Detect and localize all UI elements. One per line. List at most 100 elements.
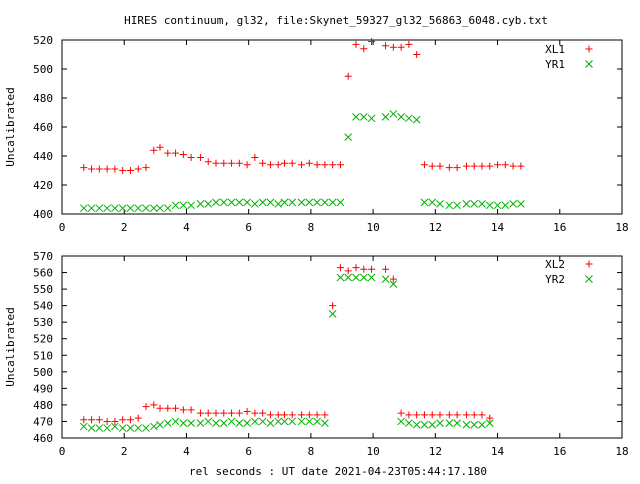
data-point (266, 411, 274, 419)
data-point (150, 401, 158, 409)
data-point (220, 159, 228, 167)
data-point (389, 280, 398, 288)
data-point (149, 422, 158, 431)
data-point (486, 162, 494, 170)
data-point (328, 198, 337, 207)
data-point (288, 159, 296, 167)
data-point (80, 416, 88, 424)
data-point (103, 417, 111, 425)
data-point (280, 159, 288, 167)
data-point (298, 161, 306, 169)
x-tick-label: 8 (308, 221, 315, 234)
x-tick-label: 4 (183, 445, 190, 458)
data-point (103, 165, 111, 173)
data-point (428, 420, 437, 429)
data-point (453, 419, 461, 427)
data-point (95, 165, 103, 173)
data-point (352, 273, 360, 282)
data-point (156, 404, 164, 412)
data-point (305, 411, 313, 419)
data-point (305, 198, 314, 207)
data-point (212, 159, 220, 167)
data-point (219, 419, 228, 427)
x-tick-label: 14 (491, 445, 505, 458)
data-point (134, 165, 142, 173)
data-point (288, 411, 296, 419)
data-point (517, 199, 525, 208)
y-tick-label: 480 (33, 399, 53, 412)
data-point (336, 198, 345, 207)
data-point (156, 420, 164, 429)
data-point (509, 199, 517, 208)
data-point (95, 204, 104, 213)
data-point (87, 204, 96, 213)
data-point (336, 273, 345, 282)
data-point (274, 417, 283, 426)
data-point (478, 162, 486, 170)
data-point (280, 417, 289, 426)
data-point (227, 198, 236, 207)
data-point (103, 424, 111, 432)
data-point (405, 419, 413, 427)
data-point (313, 417, 321, 426)
data-point (164, 149, 172, 157)
data-point (142, 164, 150, 172)
data-point (126, 416, 134, 424)
x-tick-label: 14 (491, 221, 505, 234)
data-point (88, 165, 96, 173)
data-point (352, 40, 360, 48)
data-point (381, 112, 390, 121)
data-point (389, 110, 398, 118)
data-point (88, 416, 96, 424)
data-point (179, 419, 188, 427)
data-point (150, 146, 158, 154)
data-point (453, 164, 461, 172)
data-point (436, 411, 444, 419)
data-point (172, 404, 180, 412)
data-point (111, 422, 119, 431)
legend-marker (585, 275, 593, 283)
data-point (196, 409, 204, 417)
y-tick-label: 520 (33, 34, 53, 47)
data-point (243, 419, 251, 427)
data-point (420, 411, 428, 419)
x-tick-label: 16 (553, 445, 566, 458)
data-point (445, 201, 454, 210)
data-point (118, 424, 127, 432)
y-tick-label: 510 (33, 349, 53, 362)
data-point (493, 201, 502, 210)
x-tick-label: 0 (59, 221, 66, 234)
data-point (196, 199, 205, 208)
legend-label: YR2 (545, 273, 565, 286)
y-tick-label: 470 (33, 415, 53, 428)
data-point (328, 310, 337, 318)
data-point (462, 199, 471, 208)
data-point (179, 151, 187, 159)
data-point (313, 411, 321, 419)
data-point (227, 417, 236, 426)
data-point (196, 153, 204, 161)
data-point (126, 204, 135, 213)
data-point (298, 411, 306, 419)
data-point (134, 424, 143, 432)
data-point (212, 198, 220, 207)
data-point (266, 161, 274, 169)
data-point (412, 420, 421, 429)
data-point (405, 411, 413, 419)
data-point (79, 204, 88, 213)
data-point (453, 201, 461, 210)
data-point (171, 417, 180, 426)
data-point (95, 424, 104, 432)
data-point (321, 198, 329, 207)
data-point (149, 204, 158, 213)
data-point (126, 424, 135, 432)
data-point (478, 411, 486, 419)
data-point (486, 414, 494, 422)
data-point (305, 159, 313, 167)
data-point (258, 417, 267, 426)
data-point (259, 409, 267, 417)
data-point (251, 199, 259, 208)
data-point (258, 198, 267, 207)
data-point (420, 420, 429, 429)
